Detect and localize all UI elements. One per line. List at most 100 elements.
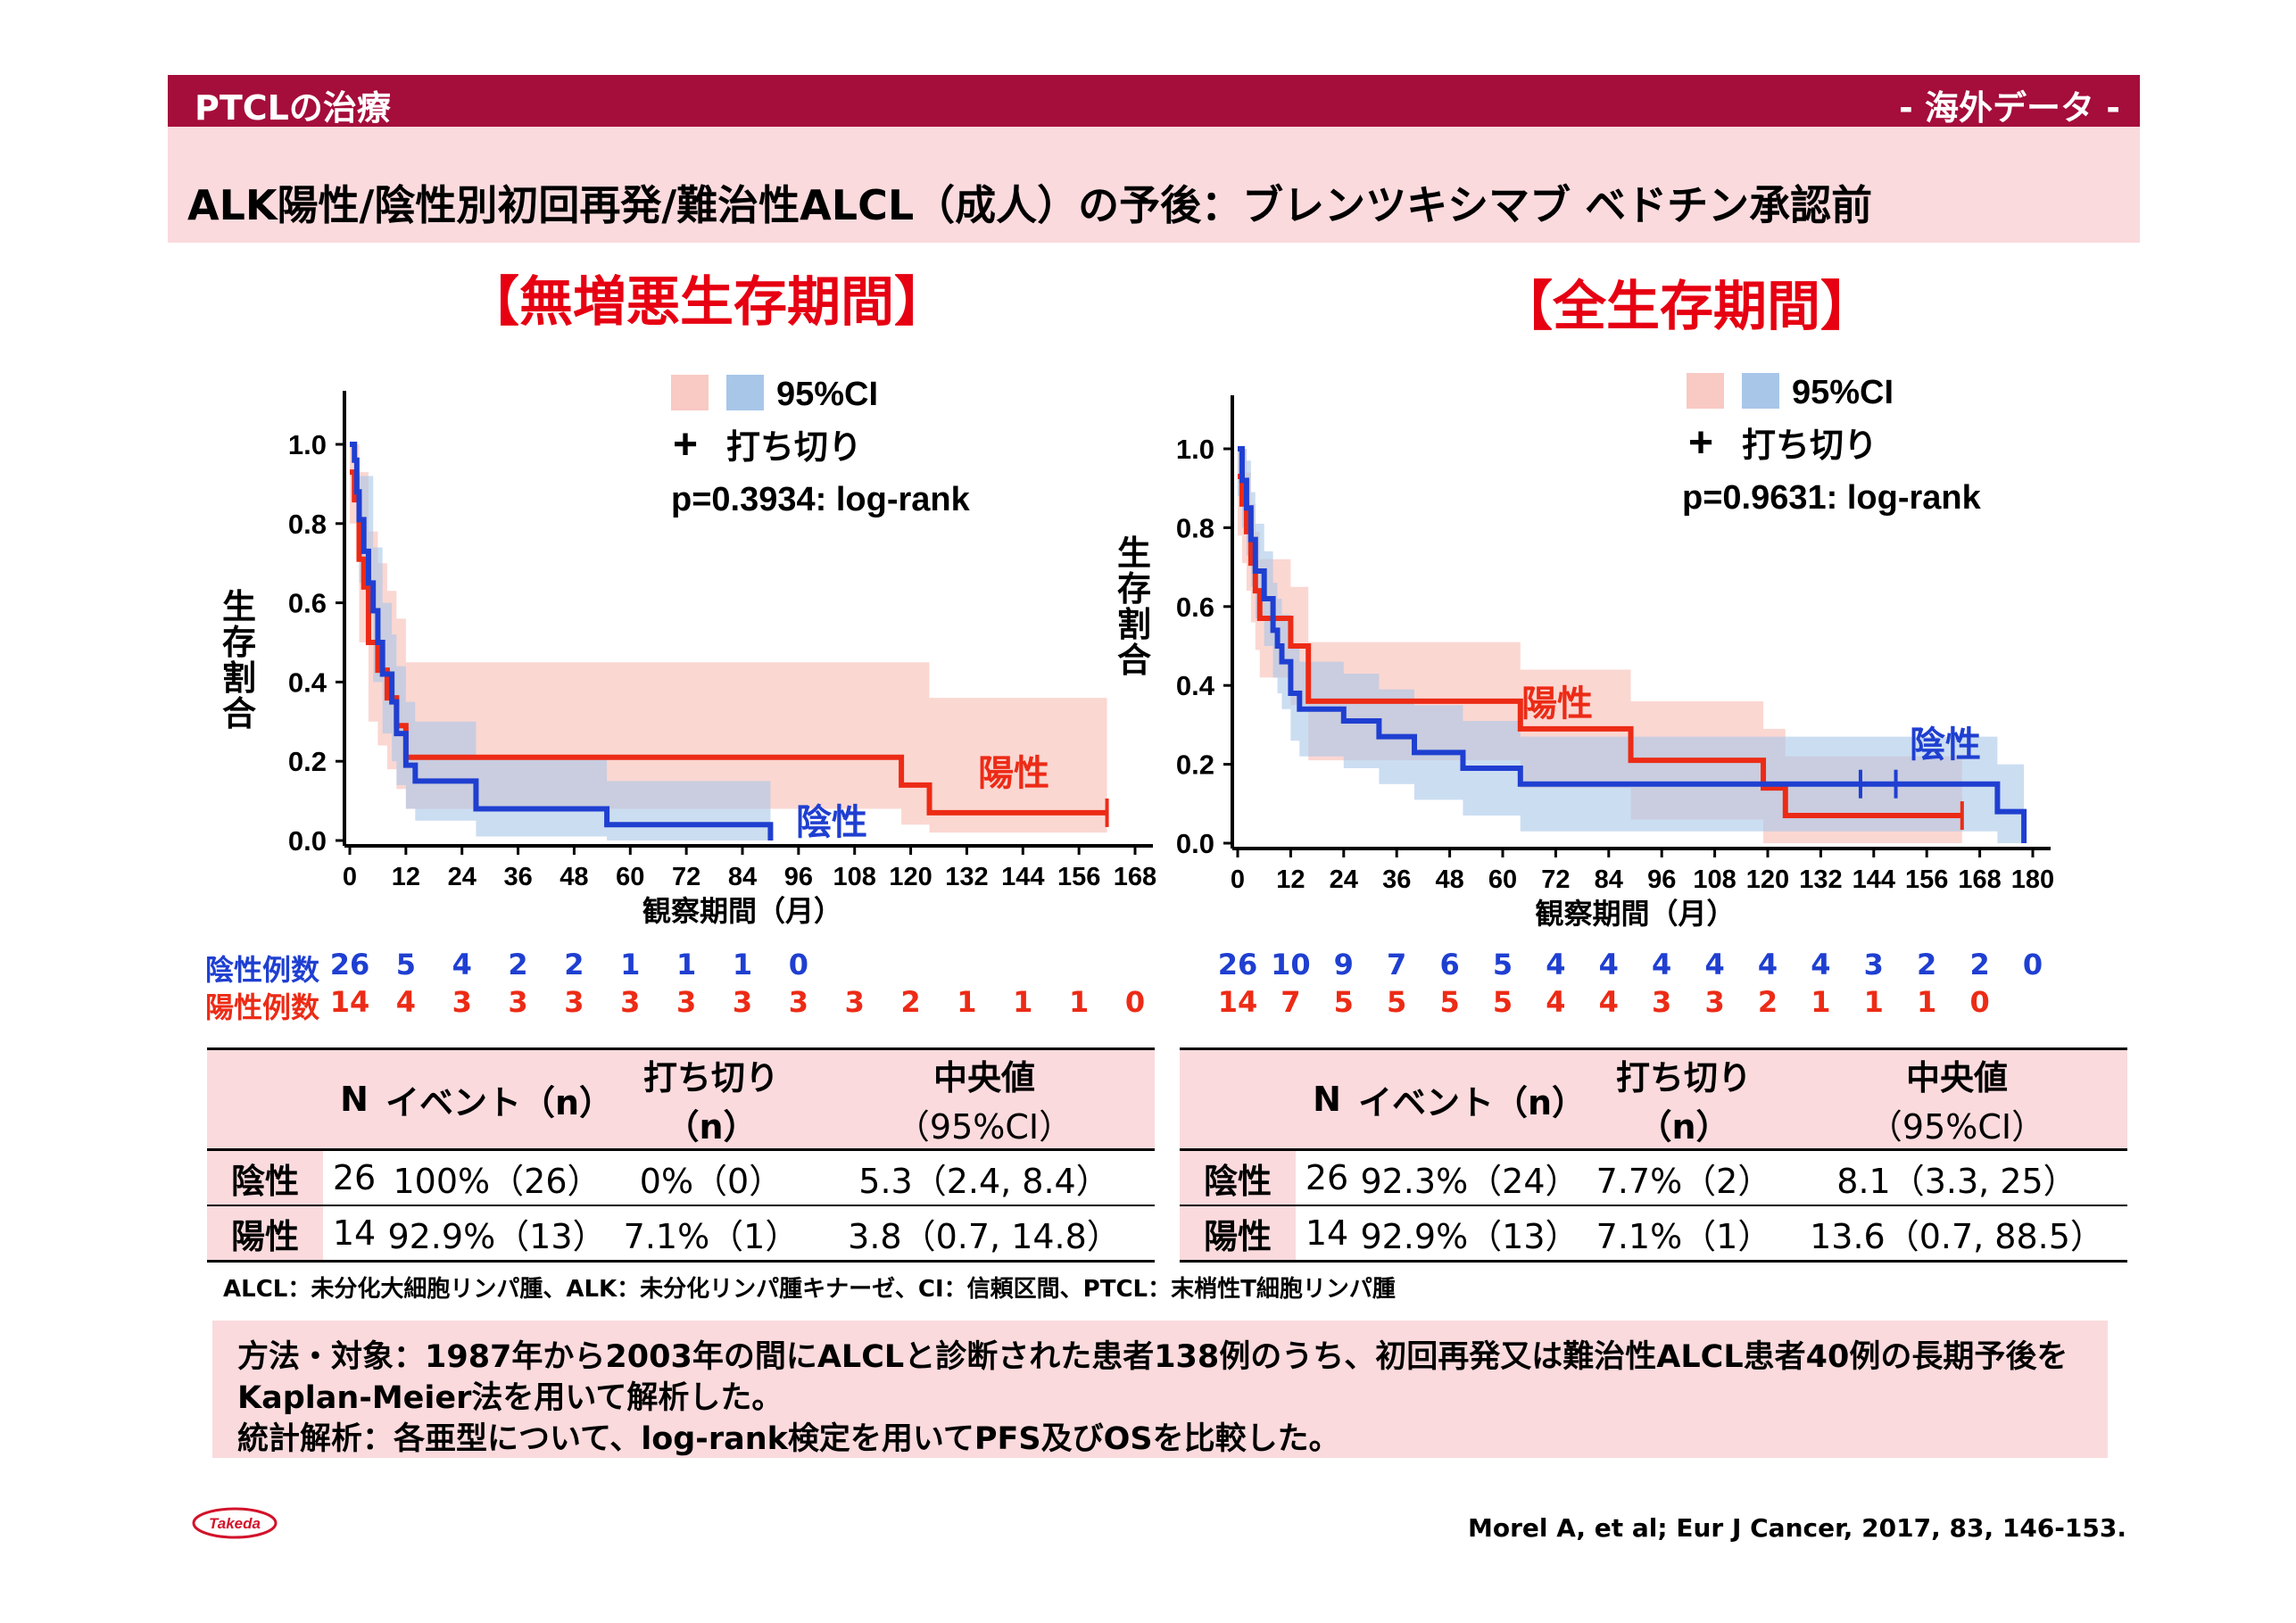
at-risk-count: 26 — [1217, 948, 1258, 981]
pfs-x-tick-label: 144 — [1001, 863, 1044, 891]
pfs-x-tick-label: 48 — [559, 863, 588, 891]
pfs-x-tick-label: 108 — [833, 863, 876, 891]
row-label: 陽性 — [207, 1205, 323, 1263]
at-risk-count: 5 — [395, 948, 416, 981]
cell: 3.8（0.7, 14.8） — [814, 1205, 1155, 1263]
pfs-y-tick-label: 0.0 — [288, 825, 327, 857]
at-risk-count: 1 — [1069, 985, 1090, 1019]
os-x-tick-label: 168 — [1958, 865, 2001, 894]
at-risk-count: 3 — [1704, 985, 1725, 1019]
at-risk-count: 26 — [329, 948, 370, 981]
at-risk-count: 3 — [676, 985, 697, 1019]
at-risk-count: 4 — [1704, 948, 1725, 981]
takeda-logo: Takeda — [192, 1507, 278, 1539]
os-x-axis-label: 観察期間（月） — [1535, 898, 1735, 930]
os-y-tick-label: 0.2 — [1176, 749, 1214, 781]
pfs-x-tick-label: 24 — [448, 863, 477, 891]
row-label: 陽性 — [1180, 1205, 1296, 1263]
cell: 0%（0） — [609, 1148, 814, 1205]
cell: 100%（26） — [385, 1148, 609, 1205]
at-risk-count: 3 — [1863, 948, 1884, 981]
methods-line-2: Kaplan-Meier法を用いて解析した。 — [237, 1380, 783, 1416]
os-summary-table: N イベント（n） 打ち切り（n） 中央値 （95%CI） 陰性 26 92.3%… — [1180, 1047, 2127, 1263]
at-risk-count: 4 — [1546, 985, 1566, 1019]
os-x-tick-label: 24 — [1330, 865, 1358, 894]
at-risk-count: 3 — [452, 985, 472, 1019]
at-risk-count: 4 — [452, 948, 472, 981]
at-risk-count: 3 — [620, 985, 641, 1019]
at-risk-count: 4 — [1811, 948, 1831, 981]
pfs-y-tick-label: 0.8 — [288, 509, 327, 540]
pfs-y-tick-label: 0.6 — [288, 588, 327, 619]
os-legend-censor: 打ち切り — [1742, 427, 1877, 465]
os-y-tick-label: 0.4 — [1176, 670, 1215, 701]
col-median: 中央値 （95%CI） — [1786, 1048, 2127, 1150]
at-risk-count: 0 — [2022, 948, 2043, 981]
os-x-tick-label: 132 — [1799, 865, 1842, 894]
at-risk-count: 4 — [1652, 948, 1672, 981]
at-risk-count: 14 — [1217, 985, 1258, 1019]
os-x-tick-label: 12 — [1276, 865, 1305, 894]
os-series-label-pos: 陽性 — [1521, 684, 1593, 724]
section-title: PTCLの治療 — [195, 88, 391, 128]
cell: 92.3%（24） — [1358, 1148, 1581, 1205]
at-risk-count: 5 — [1439, 985, 1460, 1019]
os-series-label-neg: 陰性 — [1910, 725, 1981, 765]
pfs-legend-censor: 打ち切り — [726, 429, 862, 467]
pfs-y-tick-label: 0.2 — [288, 746, 327, 777]
os-x-tick-label: 48 — [1435, 865, 1463, 894]
os-legend-swatch-pos — [1687, 373, 1724, 409]
os-x-tick-label: 84 — [1595, 865, 1623, 894]
pfs-y-tick-label: 0.4 — [288, 667, 327, 698]
cell: 92.9%（13） — [385, 1205, 609, 1263]
col-censor: 打ち切り（n） — [609, 1048, 814, 1150]
pfs-p-value: p=0.3934: log-rank — [671, 481, 971, 518]
at-risk-count: 3 — [732, 985, 753, 1019]
os-x-tick-label: 72 — [1541, 865, 1570, 894]
os-y-tick-label: 0.6 — [1176, 592, 1214, 623]
col-median: 中央値 （95%CI） — [814, 1048, 1155, 1150]
cell: 8.1（3.3, 25） — [1786, 1148, 2127, 1205]
pfs-series-label-pos: 陽性 — [978, 754, 1049, 793]
at-risk-count: 7 — [1387, 948, 1407, 981]
at-risk-count: 1 — [1013, 985, 1033, 1019]
at-risk-count: 4 — [1757, 948, 1778, 981]
cell: 26 — [323, 1148, 385, 1205]
methods-line-3: 統計解析：各亜型について、log-rank検定を用いてPFS及びOSを比較した。 — [237, 1421, 1340, 1457]
os-x-tick-label: 156 — [1905, 865, 1948, 894]
os-legend-plus-icon: + — [1688, 419, 1713, 467]
at-risk-count: 1 — [676, 948, 697, 981]
os-y-tick-label: 0.0 — [1176, 828, 1214, 859]
at-risk-count: 2 — [900, 985, 921, 1019]
pfs-summary-table: N イベント（n） 打ち切り（n） 中央値 （95%CI） 陰性 26 100%（… — [207, 1047, 1155, 1263]
at-risk-count: 5 — [1333, 985, 1354, 1019]
os-x-tick-label: 120 — [1746, 865, 1789, 894]
at-risk-count: 0 — [1124, 985, 1146, 1019]
pfs-x-axis-label: 観察期間（月） — [642, 895, 842, 927]
col-censor: 打ち切り（n） — [1581, 1048, 1786, 1150]
at-risk-count: 4 — [1598, 985, 1619, 1019]
row-label: 陰性 — [1180, 1148, 1296, 1205]
row-label: 陰性 — [207, 1148, 323, 1205]
pfs-legend-swatch-neg — [726, 375, 764, 410]
pfs-x-tick-label: 84 — [728, 863, 757, 891]
os-x-tick-label: 0 — [1231, 865, 1245, 894]
cell: 5.3（2.4, 8.4） — [814, 1148, 1155, 1205]
os-x-tick-label: 180 — [2011, 865, 2054, 894]
cell: 13.6（0.7, 88.5） — [1786, 1205, 2127, 1263]
at-risk-count: 1 — [620, 948, 641, 981]
cell: 7.1%（1） — [1581, 1205, 1786, 1263]
at-risk-count: 2 — [1757, 985, 1778, 1019]
header-bar: PTCLの治療 - 海外データ - — [168, 75, 2140, 128]
pfs-x-tick-label: 120 — [889, 863, 932, 891]
at-risk-count: 1 — [957, 985, 977, 1019]
pfs-curve-neg — [350, 442, 774, 840]
pfs-x-tick-label: 12 — [392, 863, 420, 891]
cell: 26 — [1296, 1148, 1358, 1205]
table-corner — [207, 1048, 323, 1150]
pfs-at-risk-pos-label: 陽性例数 — [205, 990, 320, 1024]
cell: 14 — [323, 1205, 385, 1263]
pfs-x-tick-label: 96 — [784, 863, 813, 891]
os-curve-pos — [1238, 473, 1962, 819]
